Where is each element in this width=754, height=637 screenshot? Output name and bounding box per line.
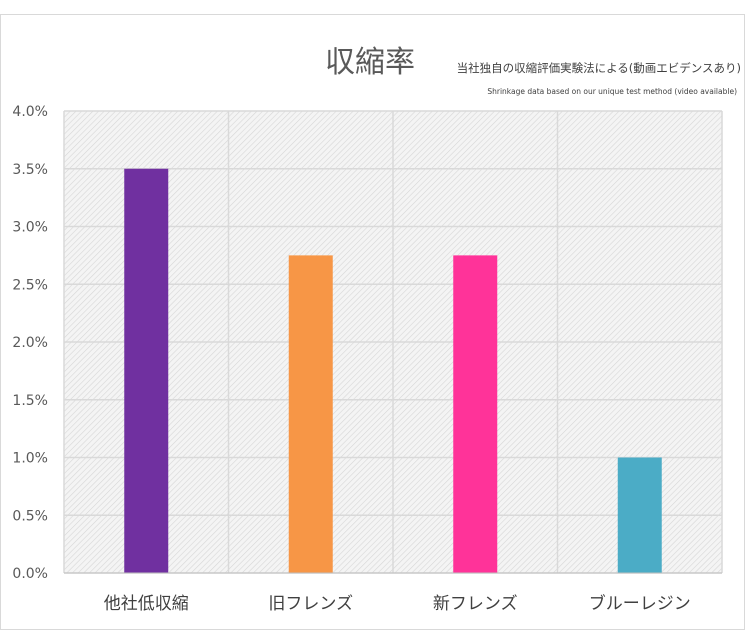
chart-title: 収縮率 xyxy=(325,45,415,80)
y-axis-ticks: 0.0% 0.5% 1.0% 1.5% 2.0% 2.5% 3.0% 3.5% 4.0% xyxy=(12,104,48,582)
y-tick-label: 4.0% xyxy=(12,104,48,120)
y-tick-label: 0.0% xyxy=(12,566,48,582)
y-tick-label: 3.5% xyxy=(12,162,48,178)
y-tick-label: 2.0% xyxy=(12,335,48,351)
y-tick-label: 3.0% xyxy=(12,220,48,236)
bars xyxy=(124,168,662,573)
y-tick-label: 0.5% xyxy=(12,508,48,524)
bar-2 xyxy=(288,255,333,573)
x-axis-ticks: 他社低収縮 旧フレンズ 新フレンズ ブルーレジン xyxy=(104,593,691,614)
chart-subtitle: 当社独自の収縮評価実験法による(動画エビデンスあり) xyxy=(457,61,741,75)
y-tick-label: 1.5% xyxy=(12,393,48,409)
bar-3 xyxy=(453,255,498,573)
x-tick-label: 新フレンズ xyxy=(433,594,518,614)
y-tick-label: 2.5% xyxy=(12,277,48,293)
gridlines xyxy=(63,110,723,574)
y-tick-label: 1.0% xyxy=(12,451,48,467)
chart-subtitle-en: Shrinkage data based on our unique test … xyxy=(487,87,737,96)
x-tick-label: 他社低収縮 xyxy=(104,594,189,614)
x-tick-label: ブルーレジン xyxy=(589,593,691,614)
bar-1 xyxy=(124,168,169,573)
bar-4 xyxy=(617,457,662,573)
x-tick-label: 旧フレンズ xyxy=(268,594,353,614)
